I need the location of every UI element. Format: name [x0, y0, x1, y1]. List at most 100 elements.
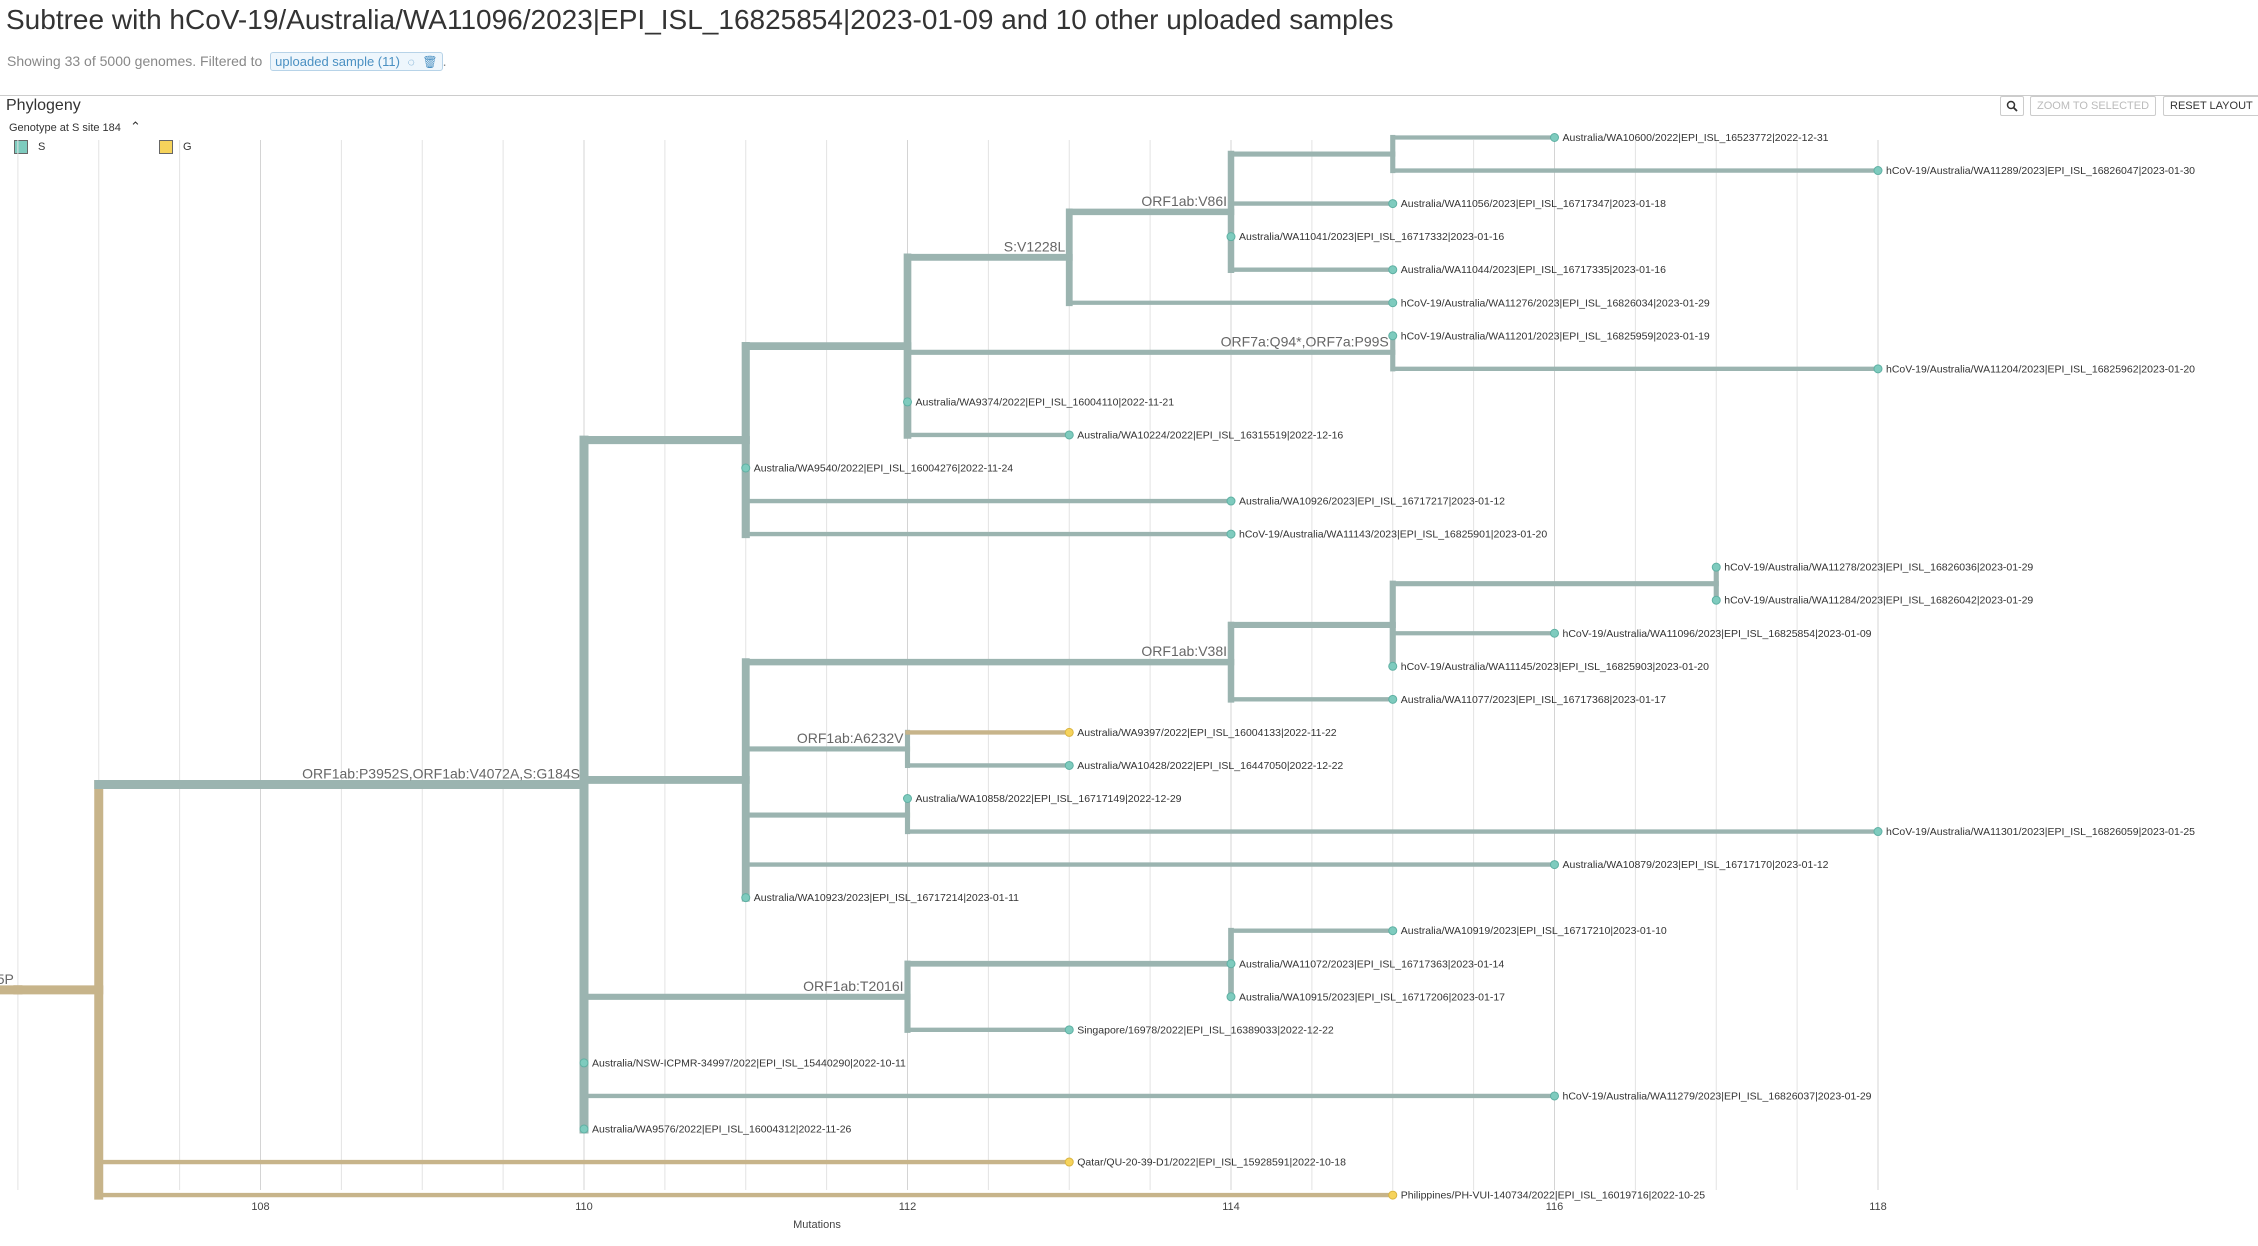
branch-label: ORF1ab:T2016I: [803, 978, 903, 994]
filter-badge[interactable]: uploaded sample (11) ◌ 🗑: [270, 52, 443, 71]
tip-label[interactable]: hCoV-19/Australia/WA11143/2023|EPI_ISL_1…: [1239, 529, 1547, 541]
tip-label[interactable]: Australia/WA11072/2023|EPI_ISL_16717363|…: [1239, 958, 1504, 970]
legend-title-text: Genotype at S site 184: [9, 122, 121, 134]
tree-tip[interactable]: [1064, 760, 1074, 770]
tip-label[interactable]: Australia/WA9540/2022|EPI_ISL_16004276|2…: [754, 463, 1014, 475]
tree-tip[interactable]: [1388, 1190, 1398, 1200]
tip-label[interactable]: Australia/WA10428/2022|EPI_ISL_16447050|…: [1077, 760, 1343, 772]
tree-tip[interactable]: [1064, 1157, 1074, 1167]
tree-tip[interactable]: [1226, 232, 1236, 242]
axis-tick-label: 110: [575, 1201, 593, 1213]
tip-label[interactable]: hCoV-19/Australia/WA11301/2023|EPI_ISL_1…: [1886, 826, 2195, 838]
tip-label[interactable]: hCoV-19/Australia/WA11145/2023|EPI_ISL_1…: [1401, 661, 1709, 673]
tree-tip[interactable]: [1388, 661, 1398, 671]
tip-label[interactable]: Australia/WA11056/2023|EPI_ISL_16717347|…: [1401, 198, 1666, 210]
tip-label[interactable]: hCoV-19/Australia/WA11204/2023|EPI_ISL_1…: [1886, 363, 2195, 375]
tip-label[interactable]: Australia/WA10919/2023|EPI_ISL_16717210|…: [1401, 925, 1667, 937]
genome-count-summary: Showing 33 of 5000 genomes. Filtered to …: [7, 52, 446, 71]
tree-tip[interactable]: [1388, 694, 1398, 704]
tree-tip[interactable]: [1550, 1091, 1559, 1101]
tree-tip[interactable]: [1388, 298, 1398, 308]
tree-tip[interactable]: [1711, 562, 1721, 572]
tree-tip[interactable]: [1388, 331, 1398, 341]
tip-label[interactable]: Australia/WA10224/2022|EPI_ISL_16315519|…: [1077, 429, 1343, 441]
axis-title: Mutations: [793, 1219, 841, 1231]
branch-label: ORF7a:Q94*,ORF7a:P99S: [1221, 333, 1389, 349]
legend-label-s: S: [38, 141, 46, 153]
legend-swatch-g: [159, 140, 173, 154]
tree-tip[interactable]: [741, 463, 751, 473]
grid-layer: [17, 140, 1879, 1190]
tip-label[interactable]: Singapore/16978/2022|EPI_ISL_16389033|20…: [1077, 1024, 1334, 1036]
tree-tip[interactable]: [1873, 364, 1883, 374]
tree-tip[interactable]: [1873, 827, 1883, 837]
axis-tick-label: 108: [251, 1201, 269, 1213]
tip-label[interactable]: Australia/WA10926/2023|EPI_ISL_16717217|…: [1239, 496, 1505, 508]
tip-label[interactable]: Australia/NSW-ICPMR-34997/2022|EPI_ISL_1…: [592, 1057, 906, 1069]
chevron-up-icon[interactable]: ⌃: [129, 119, 141, 134]
legend-item-g[interactable]: G: [159, 140, 192, 154]
tree-tip[interactable]: [1064, 1025, 1074, 1035]
tree-tip[interactable]: [903, 794, 912, 803]
axis-tick-label: 116: [1546, 1201, 1564, 1213]
page-title: Subtree with hCoV-19/Australia/WA11096/2…: [6, 4, 1394, 35]
tree-tip[interactable]: [1550, 860, 1559, 870]
tip-label[interactable]: hCoV-19/Australia/WA11278/2023|EPI_ISL_1…: [1724, 562, 2033, 574]
filter-badge-label: uploaded sample (11): [275, 54, 400, 69]
trash-icon[interactable]: 🗑: [422, 55, 438, 69]
branch-label: ORF1ab:V38I: [1141, 643, 1227, 659]
tip-label[interactable]: hCoV-19/Australia/WA11276/2023|EPI_ISL_1…: [1401, 297, 1710, 309]
branch-label: ORF1ab:P3952S,ORF1ab:V4072A,S:G184S: [302, 766, 580, 782]
tip-label[interactable]: Australia/WA11044/2023|EPI_ISL_16717335|…: [1401, 264, 1666, 276]
tree-tip[interactable]: [579, 1124, 589, 1134]
tree-tip[interactable]: [579, 1058, 589, 1068]
tree-tip[interactable]: [741, 893, 751, 903]
tip-label[interactable]: hCoV-19/Australia/WA11201/2023|EPI_ISL_1…: [1401, 330, 1710, 342]
tip-label[interactable]: Australia/WA10879/2023|EPI_ISL_16717170|…: [1563, 859, 1829, 871]
hide-icon[interactable]: ◌: [407, 55, 415, 69]
tip-label[interactable]: Australia/WA9576/2022|EPI_ISL_16004312|2…: [592, 1124, 852, 1136]
tree-tip[interactable]: [1064, 727, 1074, 737]
panel-title: Phylogeny: [6, 97, 81, 114]
tip-label[interactable]: hCoV-19/Australia/WA11096/2023|EPI_ISL_1…: [1563, 628, 1872, 640]
tip-label[interactable]: Australia/WA10915/2023|EPI_ISL_16717206|…: [1239, 991, 1505, 1003]
reset-layout-button[interactable]: RESET LAYOUT: [2163, 96, 2258, 116]
tip-label[interactable]: hCoV-19/Australia/WA11279/2023|EPI_ISL_1…: [1563, 1090, 1872, 1102]
tip-label[interactable]: Australia/WA10858/2022|EPI_ISL_16717149|…: [916, 793, 1182, 805]
tree-tip[interactable]: [1226, 992, 1236, 1002]
tip-label[interactable]: Australia/WA11077/2023|EPI_ISL_16717368|…: [1401, 694, 1666, 706]
zoom-button[interactable]: [2000, 96, 2024, 116]
tree-tip[interactable]: [1388, 199, 1398, 209]
tree-tip[interactable]: [1226, 529, 1236, 539]
tip-label[interactable]: Australia/WA9397/2022|EPI_ISL_16004133|2…: [1077, 727, 1337, 739]
branch-layer: [0, 134, 1881, 1200]
tip-label[interactable]: Australia/WA10600/2022|EPI_ISL_16523772|…: [1563, 132, 1829, 144]
tip-layer: Australia/WA10600/2022|EPI_ISL_16523772|…: [579, 132, 2195, 1202]
tree-tip[interactable]: [1064, 430, 1074, 440]
tip-label[interactable]: Qatar/QU-20-39-D1/2022|EPI_ISL_15928591|…: [1077, 1157, 1346, 1169]
legend-title[interactable]: Genotype at S site 184 ⌃: [9, 119, 141, 135]
tip-label[interactable]: hCoV-19/Australia/WA11289/2023|EPI_ISL_1…: [1886, 165, 2195, 177]
tree-tip[interactable]: [903, 397, 912, 407]
zoom-to-selected-button[interactable]: ZOOM TO SELECTED: [2030, 96, 2157, 116]
showing-text: Showing 33 of 5000 genomes. Filtered to: [7, 53, 263, 69]
tree-tip[interactable]: [1226, 496, 1236, 506]
axis-tick-label: 118: [1869, 1201, 1887, 1213]
tip-label[interactable]: Philippines/PH-VUI-140734/2022|EPI_ISL_1…: [1401, 1190, 1706, 1202]
tree-tip[interactable]: [1226, 959, 1236, 969]
tree-tip[interactable]: [1388, 265, 1398, 275]
tree-tip[interactable]: [1711, 595, 1721, 605]
x-axis: 108 110 112 114 116 118 Mutations: [251, 1201, 1886, 1231]
tip-label[interactable]: Australia/WA9374/2022|EPI_ISL_16004110|2…: [916, 396, 1175, 408]
tree-tip[interactable]: [1550, 628, 1559, 638]
tip-label[interactable]: Australia/WA10923/2023|EPI_ISL_16717214|…: [754, 892, 1019, 904]
tree-tip[interactable]: [1873, 166, 1883, 176]
tree-tip[interactable]: [1388, 926, 1398, 936]
branch-label-layer: RF1ab:T5195P ORF1ab:P3952S,ORF1ab:V4072A,…: [0, 193, 1389, 994]
tree-tip[interactable]: [1550, 133, 1559, 142]
tip-label[interactable]: hCoV-19/Australia/WA11284/2023|EPI_ISL_1…: [1724, 595, 2033, 607]
branch-label: ORF1ab:V86I: [1141, 193, 1227, 209]
section-divider: [0, 95, 2258, 96]
tip-label[interactable]: Australia/WA11041/2023|EPI_ISL_16717332|…: [1239, 231, 1504, 243]
